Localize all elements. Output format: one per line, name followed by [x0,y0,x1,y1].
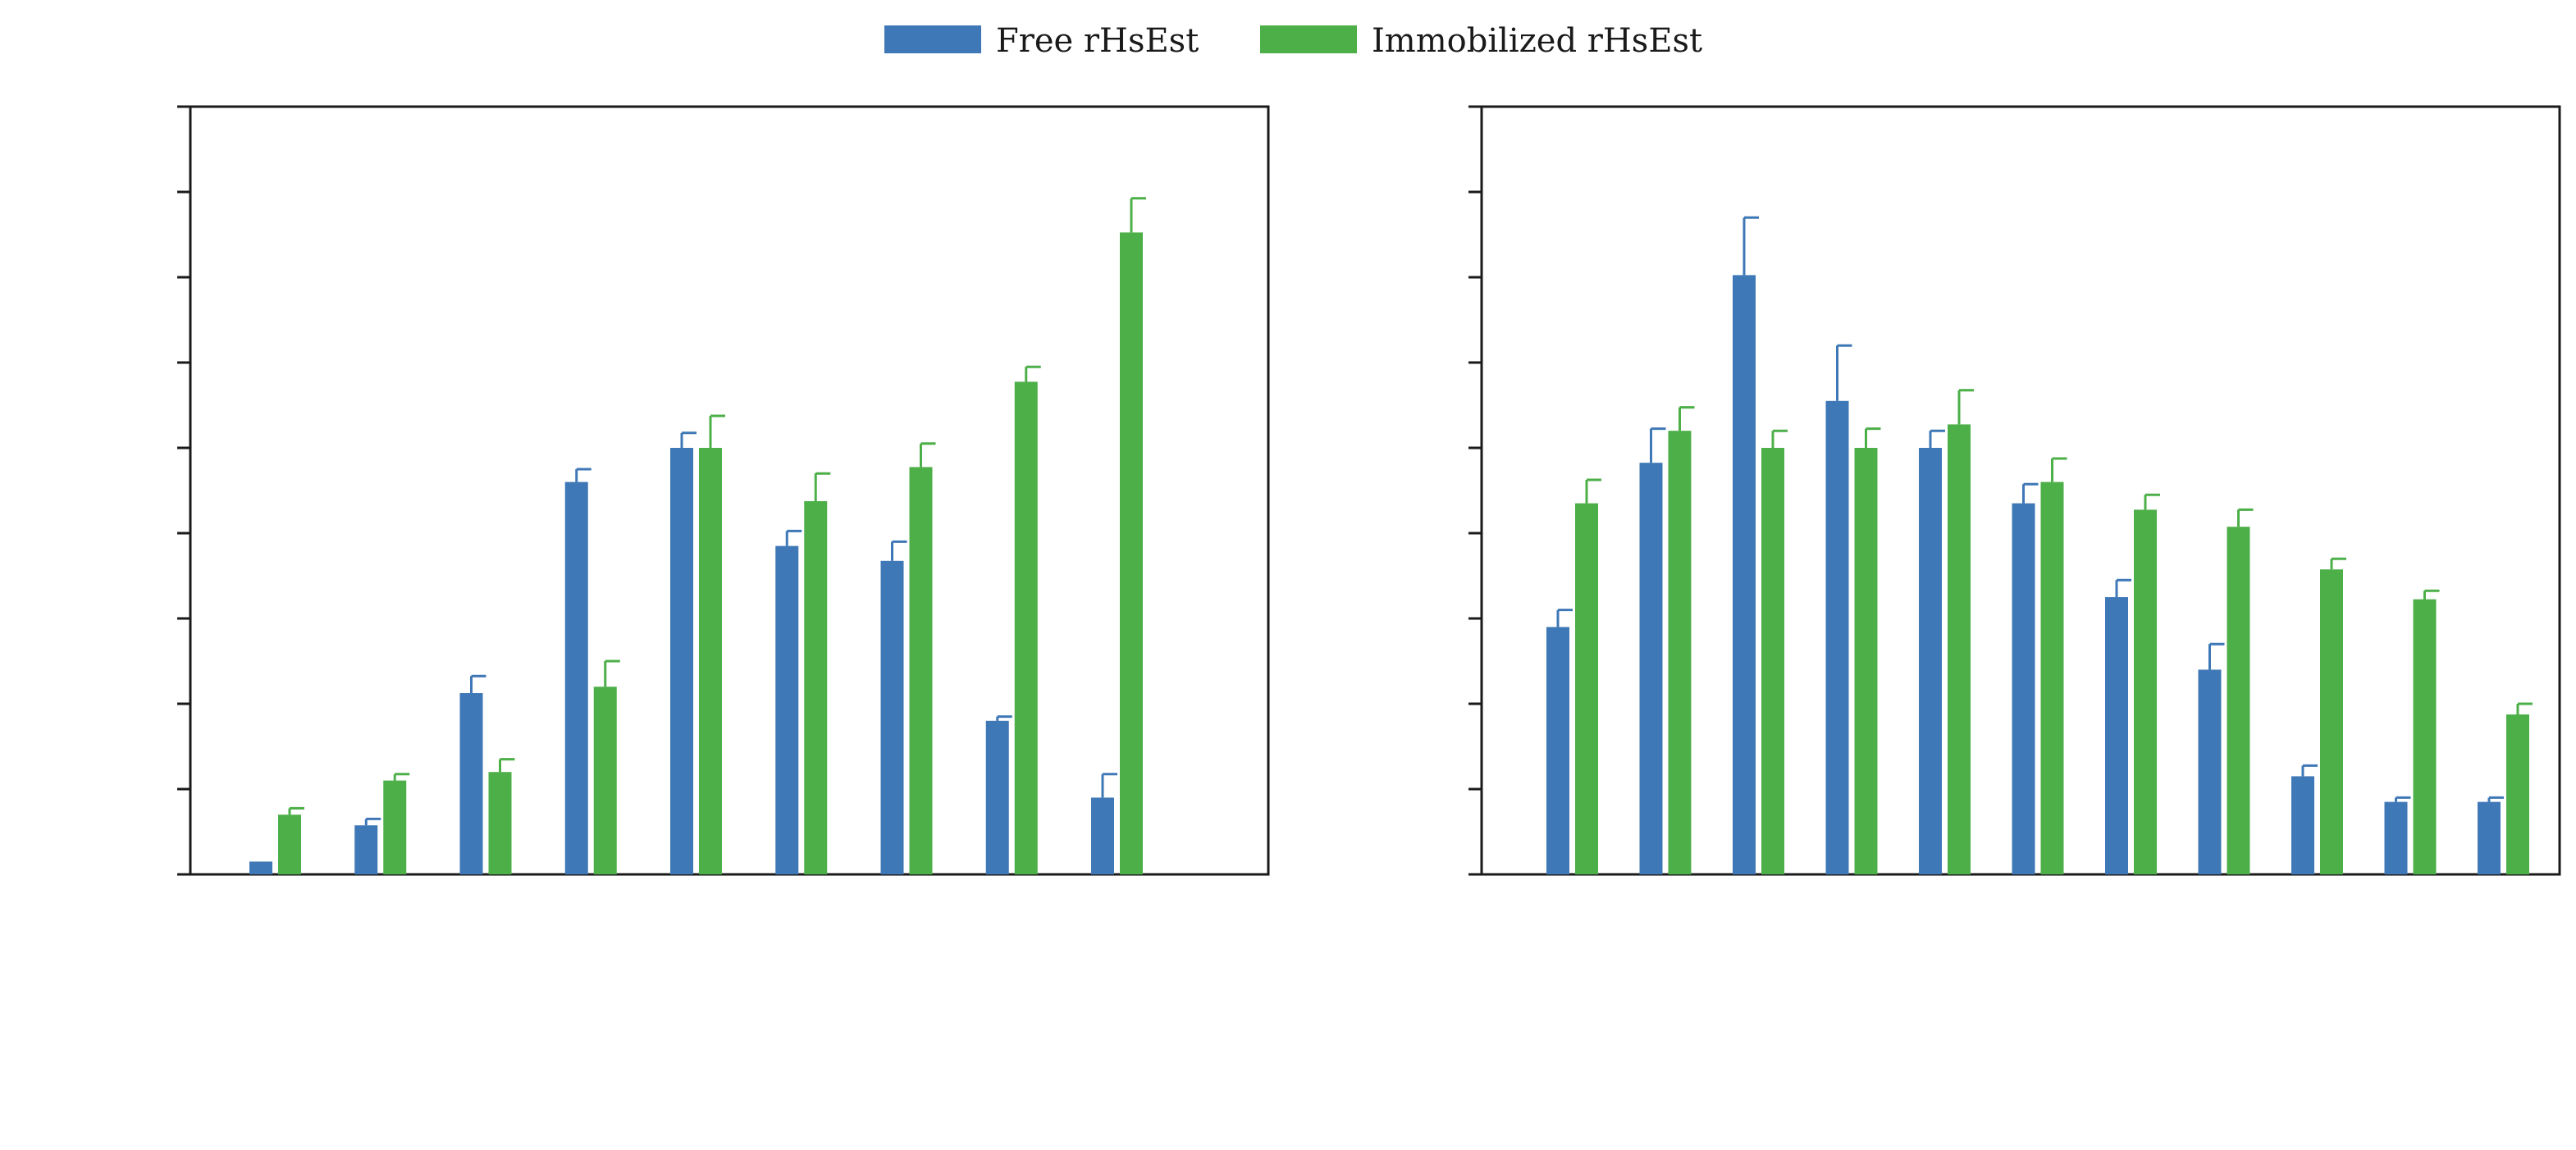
bar-free [1639,463,1663,874]
legend-swatch-immobilized [1260,25,1357,53]
bar-free [2105,597,2128,874]
bar-immobilized [2227,527,2250,874]
bar-free [985,720,1009,874]
bar-immobilized [909,467,933,874]
bar-free [1733,275,1756,874]
bar-free [2384,801,2408,874]
bar-immobilized [278,815,301,874]
bar-immobilized [2506,714,2529,874]
bar-immobilized [804,501,828,874]
bar-free [354,825,378,874]
bar-immobilized [383,780,407,874]
panel-a [177,105,1270,876]
bar-immobilized [2134,509,2157,874]
bar-free [2478,801,2501,874]
legend-label-free: Free rHsEst [996,22,1199,60]
bar-immobilized [1120,232,1143,874]
bar-immobilized [1668,431,1692,874]
bar-immobilized [1854,448,1878,874]
bar-immobilized [1014,381,1038,874]
bar-free [2198,669,2222,874]
bar-free [1919,448,1942,874]
bar-free [880,560,904,874]
bar-free [670,448,693,874]
bar-free [775,545,799,874]
bar-free [2291,776,2314,874]
panel-b [1468,105,2561,876]
legend: Free rHsEst Immobilized rHsEst [884,22,1702,60]
bar-immobilized [2413,599,2437,874]
bar-free [564,481,588,874]
bar-immobilized [1761,448,1784,874]
legend-label-immobilized: Immobilized rHsEst [1372,22,1702,60]
bar-immobilized [2040,481,2064,874]
plot-frame [189,105,1270,876]
bar-immobilized [1575,503,1598,874]
bar-immobilized [2320,569,2343,874]
bar-free [1091,797,1114,874]
bar-immobilized [593,687,617,874]
bar-free [249,861,272,874]
bar-immobilized [488,772,512,874]
bar-free [1825,400,1849,874]
bar-free [2012,503,2035,874]
bar-immobilized [699,448,722,874]
bar-free [459,693,483,874]
bar-immobilized [1948,424,1971,874]
legend-swatch-free [884,25,981,53]
bar-free [1546,627,1569,874]
